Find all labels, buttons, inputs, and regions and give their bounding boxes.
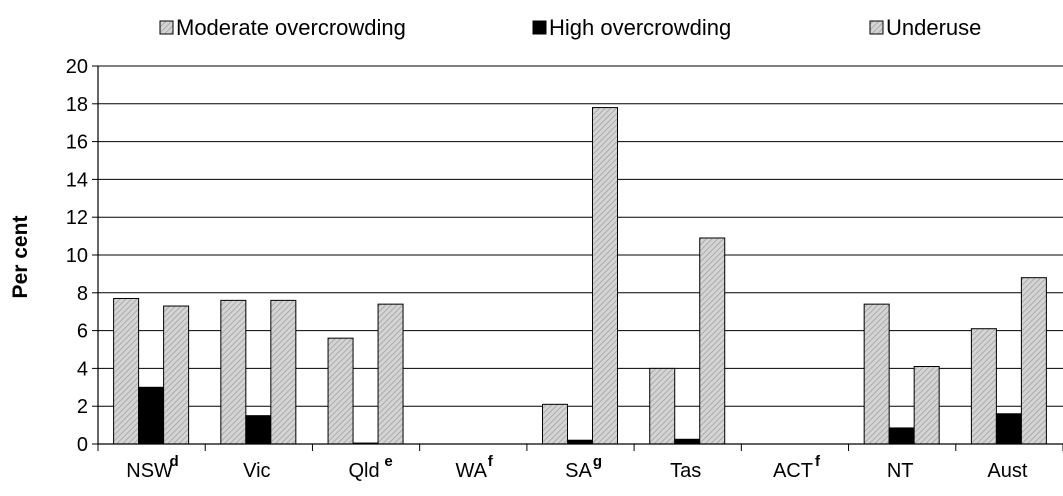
- legend-swatch-1: [532, 20, 547, 35]
- bar-underuse-qld: [377, 303, 404, 445]
- x-category-label-wa: WA: [456, 460, 488, 482]
- bar-underuse-sa: [592, 107, 618, 445]
- y-axis-ticks: 0 2 4 6 8 10 12 14 16 18 20: [66, 56, 98, 456]
- legend-label-1: High overcrowding: [549, 15, 731, 40]
- bar-high-overcrowding-nsw: [138, 386, 165, 445]
- y-tick-label-0: 0: [77, 434, 88, 456]
- legend-label-0: Moderate overcrowding: [176, 15, 406, 40]
- bar-high-overcrowding-vic: [245, 415, 272, 445]
- bar-underuse-nsw: [163, 305, 190, 445]
- bar-underuse-nt: [913, 366, 940, 445]
- bar-moderate-overcrowding-sa: [542, 403, 568, 445]
- x-category-label-tas: Tas: [670, 460, 701, 482]
- x-category-label-sa: SA: [565, 460, 592, 482]
- x-category-label-nt: NT: [887, 460, 914, 482]
- y-tick-label-10: 10: [66, 245, 88, 267]
- y-tick-label-18: 18: [66, 94, 88, 116]
- bars-group: [113, 107, 1047, 445]
- bar-high-overcrowding-tas: [674, 438, 701, 445]
- chart-legend: Moderate overcrowding High overcrowding Un…: [159, 15, 981, 40]
- y-axis-label: Per cent: [9, 216, 32, 299]
- x-category-superscript-nsw: d: [170, 453, 179, 470]
- bar-high-overcrowding-aust: [995, 413, 1022, 445]
- bar-underuse-aust: [1020, 277, 1047, 445]
- y-tick-label-14: 14: [66, 169, 88, 191]
- bar-moderate-overcrowding-nsw: [113, 297, 140, 445]
- y-tick-label-16: 16: [66, 132, 88, 154]
- x-category-label-aust: Aust: [987, 460, 1027, 482]
- legend-swatch-2: [869, 20, 884, 35]
- x-category-superscript-act: f: [815, 453, 821, 470]
- legend-label-2: Underuse: [886, 15, 981, 40]
- y-tick-label-6: 6: [77, 321, 88, 343]
- bar-underuse-tas: [699, 237, 726, 445]
- x-category-superscript-wa: f: [488, 453, 494, 470]
- y-tick-label-12: 12: [66, 207, 88, 229]
- bar-moderate-overcrowding-vic: [220, 299, 247, 445]
- x-category-superscript-sa: g: [593, 453, 602, 470]
- y-tick-label-8: 8: [77, 283, 88, 305]
- legend-swatch-0: [159, 20, 174, 35]
- bar-high-overcrowding-nt: [888, 427, 915, 445]
- bar-underuse-vic: [270, 299, 297, 445]
- x-category-superscript-qld: e: [384, 453, 392, 470]
- x-category-label-act: ACT: [773, 460, 813, 482]
- x-category-label-vic: Vic: [243, 460, 270, 482]
- y-tick-label-2: 2: [77, 396, 88, 418]
- bar-moderate-overcrowding-nt: [863, 303, 890, 445]
- bar-moderate-overcrowding-tas: [649, 367, 676, 445]
- x-category-label-qld: Qld: [348, 460, 379, 482]
- y-tick-label-4: 4: [77, 358, 88, 380]
- bar-moderate-overcrowding-aust: [970, 328, 997, 445]
- x-category-label-nsw: NSW: [126, 460, 173, 482]
- y-tick-label-20: 20: [66, 56, 88, 78]
- grid-lines: [98, 65, 1063, 407]
- bar-moderate-overcrowding-qld: [327, 337, 354, 445]
